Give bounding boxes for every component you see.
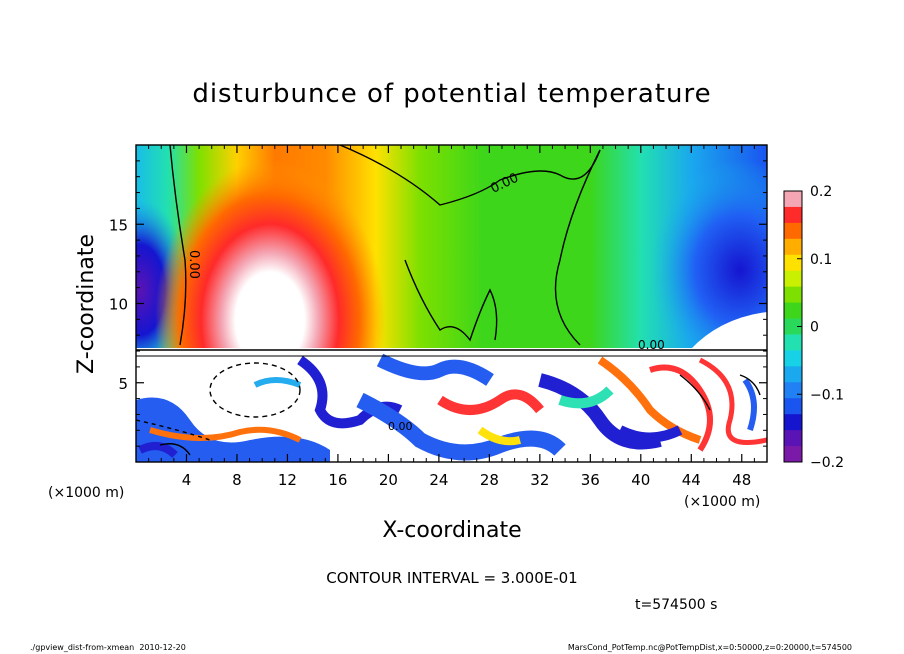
x-tick-label: 24 <box>429 471 448 489</box>
y-unit-label: (×1000 m) <box>48 485 124 501</box>
y-tick-label: 10 <box>109 296 128 314</box>
x-tick-label: 12 <box>278 471 297 489</box>
x-tick-label: 4 <box>182 471 192 489</box>
colorbar-swatch <box>784 382 802 399</box>
colorbar-swatch <box>784 366 802 383</box>
colorbar-swatch <box>784 270 802 288</box>
colorbar-tick-label: −0.1 <box>810 387 844 403</box>
colorbar-tick-label: 0.2 <box>810 184 832 200</box>
colorbar-swatch <box>784 398 802 415</box>
x-tick-label: 36 <box>581 471 600 489</box>
y-tick-label: 5 <box>118 375 128 393</box>
colorbar-swatch <box>784 191 802 208</box>
x-tick-label: 28 <box>480 471 499 489</box>
contour-label: 0.00 <box>638 338 665 352</box>
contour-label: 0.00 <box>186 250 201 279</box>
y-tick-label: 15 <box>109 216 128 234</box>
colorbar-swatch <box>784 414 802 431</box>
colorbar-tick-label: 0 <box>810 320 819 336</box>
colorbar-swatch <box>784 334 802 351</box>
x-tick-label: 48 <box>732 471 751 489</box>
colorbar-swatch <box>784 350 802 367</box>
colorbar-tick-label: −0.2 <box>810 455 844 471</box>
contour-label-group: 0.00 0.00 0.00 0.00 <box>186 171 665 433</box>
contour-lines <box>136 145 767 456</box>
colorbar-swatch <box>784 302 802 320</box>
colorbar: 0.2 0.1 0 −0.1 −0.2 <box>784 184 844 471</box>
x-tick-label: 32 <box>530 471 549 489</box>
x-tick-label: 40 <box>631 471 650 489</box>
colorbar-swatch <box>784 254 802 272</box>
contour-interval-text: CONTOUR INTERVAL = 3.000E-01 <box>326 569 577 587</box>
x-axis-label: X-coordinate <box>382 518 521 543</box>
footer-right: MarsCond_PotTemp.nc@PotTempDist,x=0:5000… <box>568 643 852 652</box>
colorbar-swatch <box>784 206 802 224</box>
colorbar-tick-label: 0.1 <box>810 252 832 268</box>
x-tick-label: 16 <box>328 471 347 489</box>
x-tick-label: 44 <box>682 471 701 489</box>
white-band-right <box>690 312 767 350</box>
colorbar-swatch <box>784 222 802 240</box>
plot-area <box>136 145 767 462</box>
time-label: t=574500 s <box>635 597 717 613</box>
x-tick-label: 20 <box>379 471 398 489</box>
y-axis-label: Z-coordinate <box>74 234 99 374</box>
colorbar-swatch <box>784 446 802 463</box>
footer-left: ./gpview_dist-from-xmean 2010-12-20 <box>30 643 186 652</box>
colorbar-swatch <box>784 286 802 304</box>
chart-title: disturbunce of potential temperature <box>192 79 711 109</box>
lower-layer-patches <box>136 353 767 462</box>
colorbar-frame <box>783 190 803 463</box>
colorbar-swatch <box>784 238 802 256</box>
contour-label: 0.00 <box>388 420 413 433</box>
colorbar-swatch <box>784 430 802 447</box>
x-unit-label: (×1000 m) <box>684 494 760 510</box>
colorbar-swatch <box>784 318 802 335</box>
x-tick-label: 8 <box>232 471 242 489</box>
